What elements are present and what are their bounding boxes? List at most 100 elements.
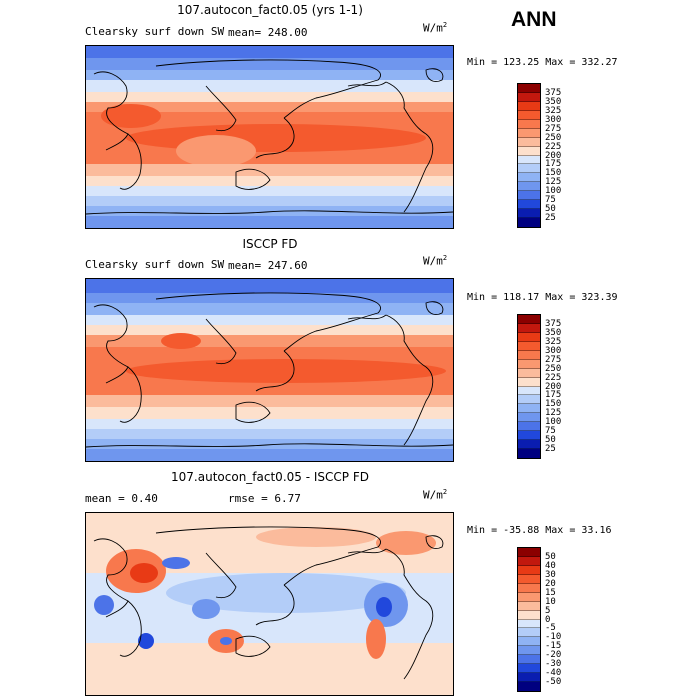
colorbar-swatch [518,565,540,575]
colorbar-level-label: -20 [545,650,562,661]
colorbar-level-label: 75 [545,195,556,206]
panel-1-units: W/m2 [423,21,448,35]
panel-2-minmax: Min = 118.17 Max = 323.39 [467,292,618,303]
colorbar-level-label: 50 [545,551,556,562]
colorbar-level-label: 30 [545,569,556,580]
colorbar-level-label: 175 [545,390,562,401]
colorbar-swatch [518,101,540,111]
panel-3-minmax: Min = -35.88 Max = 33.16 [467,525,612,536]
colorbar-swatch [518,146,540,156]
colorbar-level-label: -40 [545,668,562,679]
colorbar-level-label: 10 [545,596,556,607]
panel-1-map [85,45,454,229]
colorbar-swatch [518,628,540,638]
colorbar-level-label: 25 [545,213,556,224]
colorbar-swatch [518,548,540,557]
colorbar-level-label: 225 [545,372,562,383]
colorbar-level-label: 350 [545,96,562,107]
colorbar-level-label: 200 [545,150,562,161]
colorbar-swatch [518,574,540,584]
colorbar-level-label: 225 [545,141,562,152]
colorbar-swatch [518,655,540,665]
colorbar-level-label: 325 [545,336,562,347]
colorbar-level-label: 15 [545,587,556,598]
colorbar-swatch [518,182,540,192]
colorbar-swatch [518,84,540,93]
colorbar-swatch [518,173,540,183]
colorbar-level-label: 150 [545,399,562,410]
colorbar-level-label: 200 [545,381,562,392]
colorbar-swatch [518,368,540,378]
panel-3-mean: mean = 0.40 [85,492,158,505]
colorbar-swatch [518,92,540,102]
colorbar-swatch [518,341,540,351]
colorbar-swatch [518,610,540,620]
colorbar-level-label: 325 [545,105,562,116]
colorbar-level-label: 0 [545,614,551,625]
colorbar-level-label: 125 [545,408,562,419]
panel-2-map [85,278,454,462]
colorbar-level-label: -5 [545,623,556,634]
panel-2-title: ISCCP FD [242,237,298,251]
colorbar-swatch [518,592,540,602]
colorbar-level-label: 50 [545,204,556,215]
panel-3-rmse: rmse = 6.77 [228,492,301,505]
colorbar-swatch [518,395,540,405]
colorbar-swatch [518,155,540,165]
colorbar-level-label: -50 [545,677,562,688]
colorbar-level-label: 40 [545,560,556,571]
colorbar-swatch [518,431,540,441]
colorbar-level-label: -15 [545,641,562,652]
colorbar-swatch [518,218,540,227]
colorbar-swatch [518,637,540,647]
colorbar-swatch [518,200,540,210]
colorbar-level-label: 5 [545,605,551,616]
colorbar-level-label: 350 [545,327,562,338]
colorbar-swatch [518,583,540,593]
colorbar-swatch [518,422,540,432]
panel-2-mean: mean= 247.60 [228,259,308,272]
panel-2-variable: Clearsky surf down SW [85,258,225,271]
colorbar-level-label: 100 [545,186,562,197]
colorbar-level-label: 20 [545,578,556,589]
colorbar-swatch [518,110,540,120]
colorbar-level-label: 100 [545,417,562,428]
colorbar-swatch [518,556,540,566]
panel-2-units: W/m2 [423,254,448,268]
colorbar-swatch [518,619,540,629]
colorbar-swatch [518,449,540,458]
colorbar-level-label: 275 [545,123,562,134]
panel-1-variable: Clearsky surf down SW [85,25,225,38]
panel-2-map-svg [86,279,453,461]
colorbar-swatch [518,413,540,423]
panel-1-mean: mean= 248.00 [228,26,308,39]
colorbar-swatch [518,315,540,324]
colorbar-swatch [518,164,540,174]
colorbar-level-label: 375 [545,318,562,329]
colorbar-swatch [518,332,540,342]
colorbar-swatch [518,209,540,219]
colorbar-swatch [518,377,540,387]
panel-3-units: W/m2 [423,488,448,502]
colorbar-swatch [518,191,540,201]
colorbar-level-label: 250 [545,132,562,143]
colorbar-level-label: 50 [545,435,556,446]
colorbar-level-label: 250 [545,363,562,374]
colorbar-swatch [518,128,540,138]
panel-3-map-svg [86,513,453,695]
colorbar-swatch [518,404,540,414]
colorbar-level-label: 150 [545,168,562,179]
colorbar-level-label: -30 [545,659,562,670]
panel-1-minmax: Min = 123.25 Max = 332.27 [467,57,618,68]
colorbar-swatch [518,137,540,147]
panel-1-colorbar [517,83,541,228]
panel-1-title: 107.autocon_fact0.05 (yrs 1-1) [177,3,363,17]
panel-3-map [85,512,454,696]
colorbar-swatch [518,350,540,360]
colorbar-swatch [518,440,540,450]
colorbar-swatch [518,682,540,691]
colorbar-level-label: 300 [545,114,562,125]
colorbar-level-label: 375 [545,87,562,98]
colorbar-level-label: 300 [545,345,562,356]
colorbar-level-label: -10 [545,632,562,643]
